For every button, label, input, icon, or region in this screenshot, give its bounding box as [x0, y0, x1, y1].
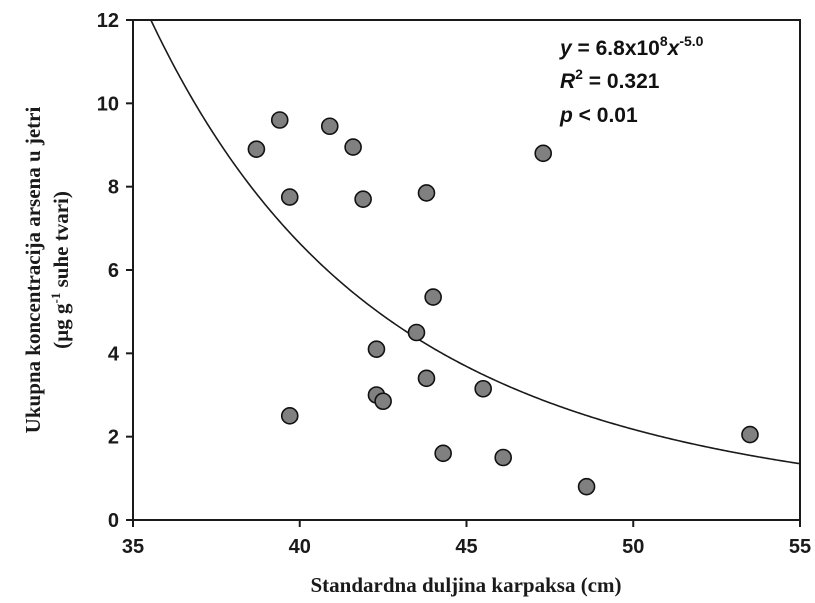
y-axis-title-line1: Ukupna koncentracija arsena u jetri — [21, 107, 45, 434]
data-point — [247, 140, 266, 158]
fit-curve — [149, 20, 800, 465]
y-tick-label: 12 — [97, 10, 119, 32]
data-point — [434, 444, 452, 463]
data-point — [577, 477, 596, 496]
data-point — [741, 425, 759, 444]
data-point — [474, 379, 492, 398]
data-point — [367, 340, 386, 358]
y-tick-label: 6 — [108, 260, 119, 282]
x-tick-label: 45 — [455, 536, 477, 558]
y-tick-label: 0 — [108, 510, 119, 532]
y-tick-label: 8 — [108, 177, 119, 199]
y-tick-label: 4 — [108, 343, 120, 365]
data-point — [354, 190, 372, 208]
y-tick-label: 2 — [108, 427, 119, 449]
data-point — [280, 407, 299, 425]
axis-ticks: 35 40 45 50 55 0 2 4 6 8 10 12 — [97, 10, 811, 558]
data-point — [417, 184, 436, 202]
data-point — [374, 392, 392, 411]
r-squared-label: R2 = 0.321 — [560, 66, 660, 93]
x-tick-label: 35 — [122, 536, 144, 558]
data-point — [407, 323, 426, 342]
y-axis-title-line2: (µg g-1 suhe tvari) — [48, 191, 73, 349]
data-point — [320, 117, 339, 136]
equation-label: y = 6.8x108x-5.0 — [559, 33, 704, 60]
data-point — [494, 448, 512, 467]
data-point — [417, 369, 436, 388]
data-point — [280, 188, 299, 206]
fit-curve-group — [149, 20, 800, 465]
p-value-label: p < 0.01 — [559, 104, 638, 127]
x-tick-label: 55 — [789, 536, 811, 558]
x-axis-title: Standardna duljina karpaksa (cm) — [311, 573, 622, 597]
data-points — [247, 111, 759, 496]
x-tick-label: 40 — [289, 536, 311, 558]
y-tick-label: 10 — [97, 93, 119, 115]
data-point — [270, 111, 289, 129]
data-point — [424, 288, 442, 306]
data-point — [534, 144, 553, 163]
data-point — [344, 138, 362, 156]
x-tick-label: 50 — [622, 536, 644, 558]
